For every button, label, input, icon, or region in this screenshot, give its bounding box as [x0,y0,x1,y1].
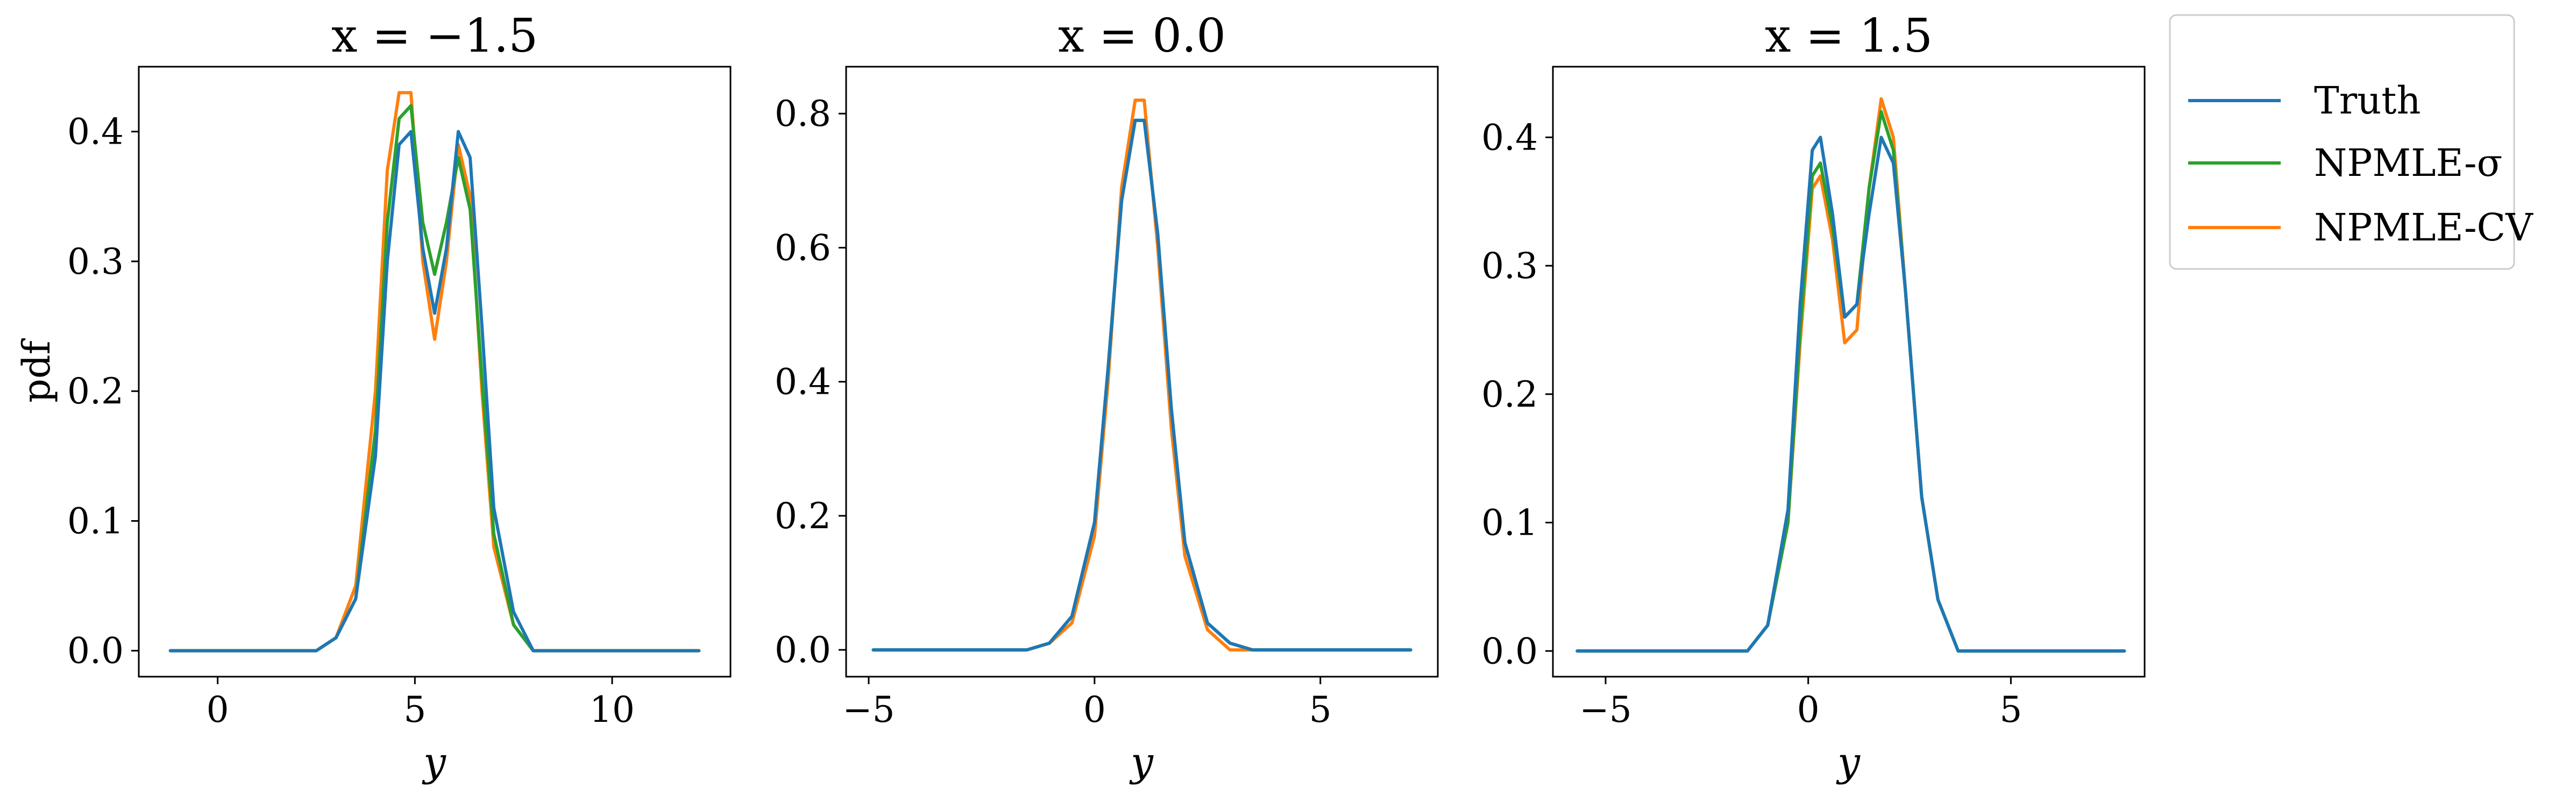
y-tick-label: 0.1 [67,500,124,542]
series-line-npmle-cv [871,98,1413,652]
x-tick-label: 10 [590,689,635,730]
series-line-npmle-cv [168,91,701,652]
y-tick-label: 0.6 [775,227,831,268]
legend-label-npmle-sigma: NPMLE-σ [2314,141,2502,185]
y-tick-label: 0.0 [67,630,124,672]
y-tick-label: 0.4 [67,111,124,153]
x-tick-label: −5 [1579,689,1631,730]
axes-frame [138,66,732,678]
series-line-truth [168,130,701,652]
panel-title: x = −1.5 [331,9,538,63]
legend-label-truth: Truth [2314,79,2421,123]
series-line-truth [871,118,1413,652]
x-axis-label: y [1836,739,1861,785]
y-tick-label: 0.2 [1481,374,1538,415]
panel-3: −5 0 5 0.0 0.1 0.2 0.3 0.4 x = 1.5 y [1481,9,2146,785]
x-tick-label: −5 [842,689,895,730]
y-tick-label: 0.8 [775,93,831,134]
x-tick-label: 0 [1083,689,1106,730]
x-tick-label: 0 [1797,689,1820,730]
x-tick-label: 5 [403,689,426,730]
legend: Truth NPMLE-σ NPMLE-CV [2169,14,2534,270]
x-tick-label: 5 [1999,689,2022,730]
series-line-truth [1576,136,2126,653]
y-axis-label: pdf [15,338,59,403]
legend-label-npmle-cv: NPMLE-CV [2314,205,2534,250]
y-tick-label: 0.0 [1481,630,1538,672]
x-tick-label: 5 [1309,689,1332,730]
x-tick-label: 0 [207,689,229,730]
y-tick-label: 0.2 [775,495,831,537]
x-axis-label: y [1129,739,1154,785]
y-tick-label: 0.2 [67,371,124,412]
panel-title: x = 1.5 [1765,9,1933,63]
y-tick-label: 0.4 [775,361,831,403]
axes-frame [1552,66,2146,678]
axes-frame [845,66,1439,678]
x-axis-label: y [422,739,446,785]
panel-1: 0 5 10 0.0 0.1 0.2 0.3 0.4 x = −1.5 y pdf [15,9,732,785]
panel-2: −5 0 5 0.0 0.2 0.4 0.6 0.8 x = 0.0 y [775,9,1439,785]
y-tick-label: 0.0 [775,629,831,671]
panel-title: x = 0.0 [1058,9,1226,63]
y-tick-label: 0.3 [1481,245,1538,287]
legend-frame [2169,14,2515,270]
y-tick-label: 0.3 [67,241,124,282]
y-tick-label: 0.4 [1481,117,1538,158]
y-tick-label: 0.1 [1481,502,1538,544]
